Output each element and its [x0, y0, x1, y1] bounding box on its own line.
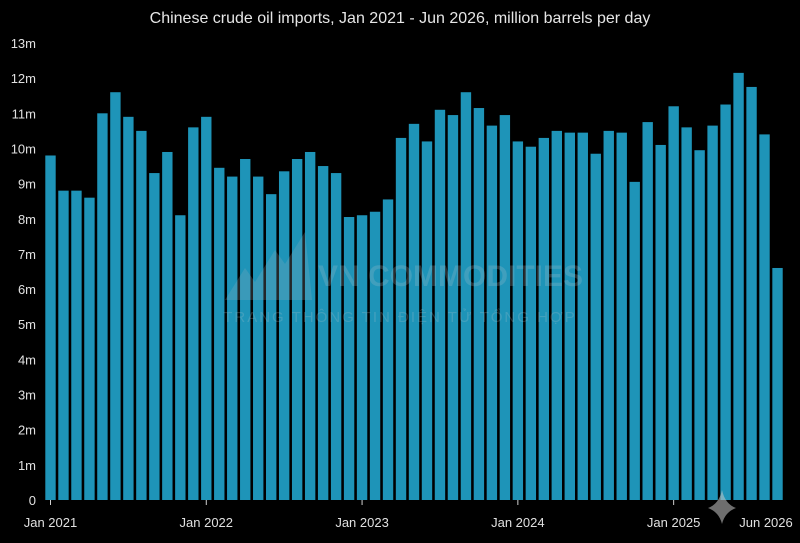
bar	[201, 116, 212, 500]
bar	[538, 137, 550, 501]
bar	[136, 130, 147, 500]
bar	[421, 141, 433, 500]
bar	[460, 92, 472, 500]
bar	[733, 72, 744, 500]
bar	[188, 127, 199, 501]
bar	[720, 104, 731, 501]
bar	[317, 166, 329, 501]
y-tick-label: 3m	[18, 388, 36, 403]
bar	[395, 137, 407, 501]
y-tick-label: 9m	[18, 177, 36, 192]
sparkle-icon	[708, 490, 736, 524]
y-tick-label: 6m	[18, 282, 36, 297]
y-axis: 0 1m 2m 3m 4m 5m 6m 7m 8m 9m 10m 11m 12m 13m	[11, 36, 36, 508]
watermark-logo-icon	[225, 232, 312, 300]
y-tick-label: 2m	[18, 423, 36, 438]
bar	[175, 215, 186, 500]
watermark-tagline: TRANG THÔNG TIN ĐIỆN TỬ TỔNG HỢP	[223, 308, 577, 326]
bar	[227, 176, 238, 500]
bar	[58, 190, 69, 500]
bar	[772, 267, 783, 500]
bar	[564, 132, 575, 500]
y-tick-label: 13m	[11, 36, 36, 51]
bar	[240, 159, 251, 500]
bar	[707, 125, 718, 501]
bar	[668, 106, 679, 500]
bar	[447, 115, 459, 500]
bar	[486, 125, 498, 501]
bar	[473, 108, 485, 500]
x-axis: Jan 2021 Jan 2022 Jan 2023 Jan 2024 Jan 2025…	[24, 500, 793, 530]
bar	[434, 109, 446, 500]
x-tick-label: Jan 2024	[491, 515, 545, 530]
bar	[149, 173, 160, 500]
bar	[71, 190, 82, 500]
y-tick-label: 1m	[18, 458, 36, 473]
y-tick-label: 0	[29, 493, 36, 508]
x-tick-label: Jan 2025	[647, 515, 701, 530]
y-tick-label: 10m	[11, 141, 36, 156]
bar	[84, 197, 95, 500]
x-tick-label: Jan 2021	[24, 515, 78, 530]
bar	[266, 194, 277, 500]
bar	[681, 127, 692, 501]
y-tick-label: 12m	[11, 71, 36, 86]
bar	[512, 141, 524, 500]
y-tick-label: 8m	[18, 212, 36, 227]
y-tick-label: 5m	[18, 317, 36, 332]
bar	[278, 171, 290, 500]
y-tick-label: 11m	[12, 106, 36, 121]
bar	[499, 115, 511, 500]
bar	[577, 132, 588, 500]
bar	[356, 215, 368, 500]
bar	[759, 134, 770, 500]
bar	[97, 113, 108, 500]
bar	[304, 151, 316, 501]
bar	[382, 199, 394, 500]
bar	[616, 132, 627, 500]
bar	[746, 86, 757, 500]
bar	[629, 181, 640, 501]
y-tick-label: 7m	[18, 247, 36, 262]
bar	[642, 122, 653, 500]
bar	[590, 153, 601, 501]
bar	[253, 176, 264, 500]
bar	[603, 130, 614, 500]
watermark-brand: VN COMMODITIES	[318, 260, 583, 293]
bar	[525, 146, 537, 500]
x-tick-label: Jan 2023	[335, 515, 389, 530]
y-tick-label: 4m	[18, 352, 36, 367]
bar	[369, 211, 381, 501]
x-tick-label: Jun 2026	[739, 515, 793, 530]
bar	[110, 92, 121, 500]
x-tick-label: Jan 2022	[180, 515, 234, 530]
bar	[408, 123, 420, 500]
bar	[551, 130, 562, 500]
bar	[694, 150, 705, 500]
bar	[162, 151, 173, 501]
bar	[343, 217, 355, 500]
bars	[45, 72, 783, 501]
watermark: VN COMMODITIES TRANG THÔNG TIN ĐIỆN TỬ T…	[223, 232, 583, 326]
bar	[330, 173, 342, 500]
bar	[214, 167, 225, 501]
bar	[45, 155, 56, 501]
bar	[123, 116, 134, 500]
bar	[291, 159, 303, 500]
chart-title: Chinese crude oil imports, Jan 2021 - Ju…	[150, 10, 651, 27]
bar	[655, 144, 666, 500]
